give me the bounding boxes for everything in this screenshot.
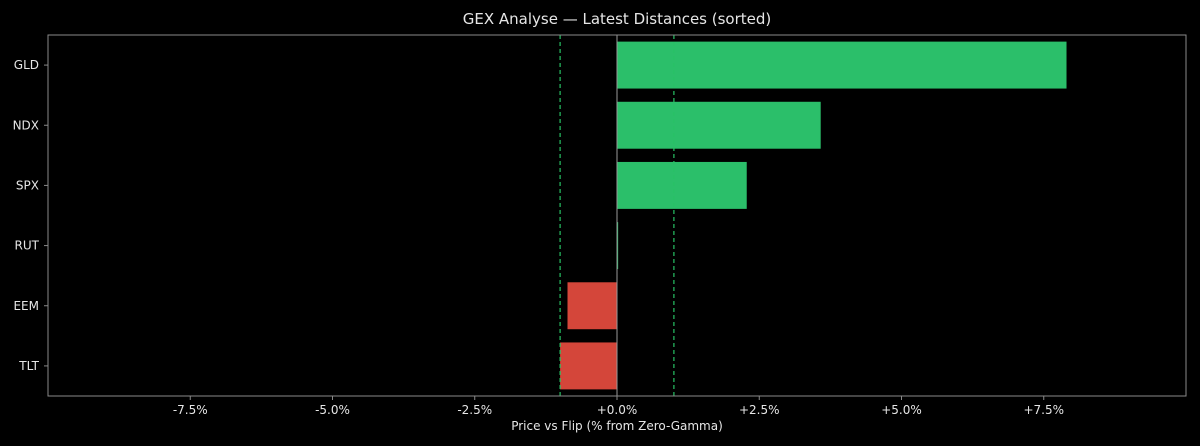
y-tick-label-eem: EEM — [13, 299, 39, 313]
bar-ndx — [617, 101, 821, 149]
y-tick-label-ndx: NDX — [13, 118, 39, 132]
y-tick-label-gld: GLD — [14, 58, 39, 72]
x-tick-label: +2.5% — [739, 403, 780, 417]
axis-ticks: -7.5% -5.0% -2.5% +0.0% +2.5% +5.0% +7.5% GLD ND… — [13, 58, 1064, 417]
x-tick-label: -7.5% — [173, 403, 208, 417]
bar-gld — [617, 41, 1067, 89]
x-tick-label: +5.0% — [881, 403, 922, 417]
chart-title: GEX Analyse — Latest Distances (sorted) — [463, 10, 772, 28]
y-tick-label-tlt: TLT — [18, 359, 39, 373]
x-tick-label: -5.0% — [315, 403, 350, 417]
x-tick-label: +7.5% — [1023, 403, 1064, 417]
x-tick-label: -2.5% — [457, 403, 492, 417]
bar-tlt — [560, 342, 617, 390]
y-tick-label-rut: RUT — [15, 239, 40, 253]
x-tick-label: +0.0% — [597, 403, 638, 417]
x-axis-label: Price vs Flip (% from Zero-Gamma) — [511, 419, 723, 433]
bar-eem — [567, 282, 617, 330]
y-tick-label-spx: SPX — [16, 178, 39, 192]
bar-rut — [617, 222, 619, 270]
plot-area — [559, 35, 1067, 396]
bar-spx — [617, 161, 747, 209]
